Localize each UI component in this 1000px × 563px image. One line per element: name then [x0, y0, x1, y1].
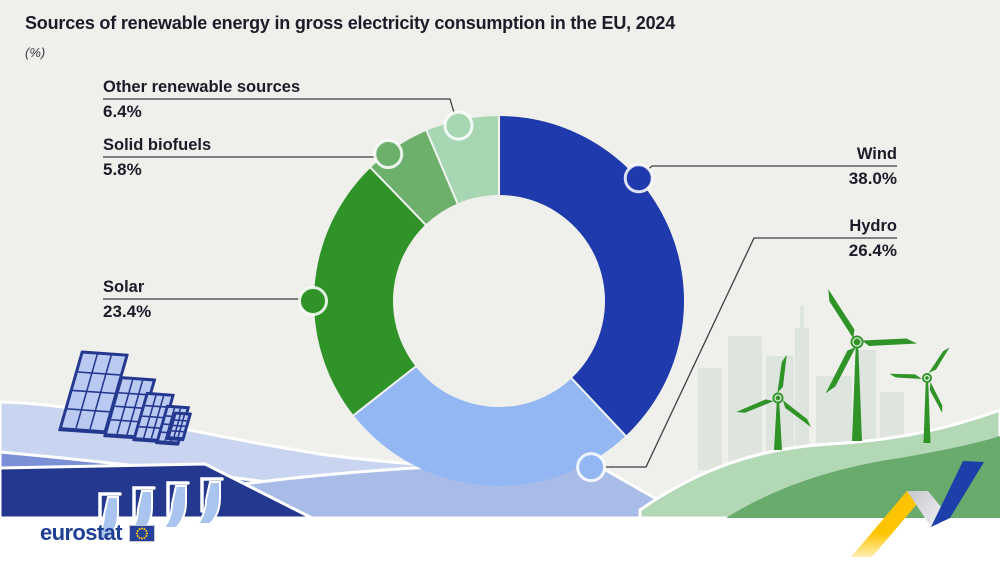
eu-ribbon-graphic — [851, 461, 984, 557]
slice-marker-solid-biofuels — [373, 139, 404, 170]
callout-wind-name: Wind — [856, 145, 897, 163]
slice-marker-other-renewable-sources — [443, 110, 474, 141]
callout-solar-name: Solar — [103, 278, 145, 296]
turbine-rotor — [889, 347, 950, 413]
slice-separator — [425, 129, 459, 205]
solar-panels-illustration — [58, 350, 192, 446]
callout-hydro: Hydro 26.4% — [849, 216, 897, 261]
hydro-dam — [0, 462, 313, 520]
turbine-rotor — [736, 354, 811, 428]
left-landscape-illustration — [0, 350, 696, 540]
spillway-gate — [98, 492, 122, 528]
donut-slice-other-renewable-sources — [426, 116, 499, 204]
callout-other-renewables-name: Other renewable sources — [103, 78, 301, 96]
turbine-tower — [923, 383, 931, 443]
solar-panel — [166, 411, 192, 442]
spillway-gate — [166, 481, 190, 517]
callout-wind: Wind 38.0% — [849, 144, 897, 189]
slice-separator — [352, 365, 418, 417]
solar-panel — [103, 376, 157, 440]
donut-slice-solar — [313, 167, 426, 416]
page-title: Sources of renewable energy in gross ele… — [25, 13, 676, 33]
callout-solid-biofuels: Solid biofuels 5.8% — [103, 135, 211, 180]
donut-slice-wind — [499, 116, 684, 436]
leader-line-hydro — [591, 237, 897, 468]
turbine-tower — [852, 347, 862, 441]
callout-other-renewables-value: 6.4% — [103, 102, 142, 121]
callout-solar-value: 23.4% — [103, 302, 152, 321]
slice-separator — [570, 376, 627, 437]
ribbon-blue-stripe — [931, 461, 984, 527]
turbine-tower — [774, 403, 782, 450]
slice-marker-solar — [298, 286, 328, 316]
spillway-water — [94, 496, 119, 540]
slice-markers — [298, 110, 654, 483]
right-landscape-illustration — [638, 289, 1000, 520]
slice-marker-wind — [623, 163, 654, 194]
spillway-gate — [200, 477, 224, 513]
donut-slice-hydro — [353, 366, 626, 486]
eu-flag-icon — [129, 524, 155, 542]
eurostat-logo: eurostat — [40, 520, 155, 546]
ribbon-yellow-stripe — [851, 491, 928, 557]
dam-spillways — [94, 477, 224, 540]
callout-solar: Solar 23.4% — [103, 277, 151, 322]
spillway-water — [196, 481, 221, 525]
slice-marker-hydro — [576, 452, 607, 483]
unit-note: (%) — [25, 45, 46, 60]
slice-separator — [369, 166, 427, 227]
callout-other-renewables: Other renewable sources 6.4% — [103, 77, 300, 122]
callout-solid-biofuels-value: 5.8% — [103, 160, 142, 179]
callout-solid-biofuels-name: Solid biofuels — [103, 136, 212, 154]
spillway-gate — [132, 486, 156, 522]
donut-chart — [313, 115, 684, 486]
turbine-rotor — [825, 289, 917, 394]
eurostat-logo-text: eurostat — [40, 520, 123, 545]
callout-hydro-value: 26.4% — [848, 241, 897, 260]
callout-hydro-name: Hydro — [849, 217, 897, 235]
wind-turbines-illustration — [736, 289, 950, 450]
callout-wind-value: 38.0% — [848, 169, 897, 188]
spillway-water — [162, 485, 187, 529]
